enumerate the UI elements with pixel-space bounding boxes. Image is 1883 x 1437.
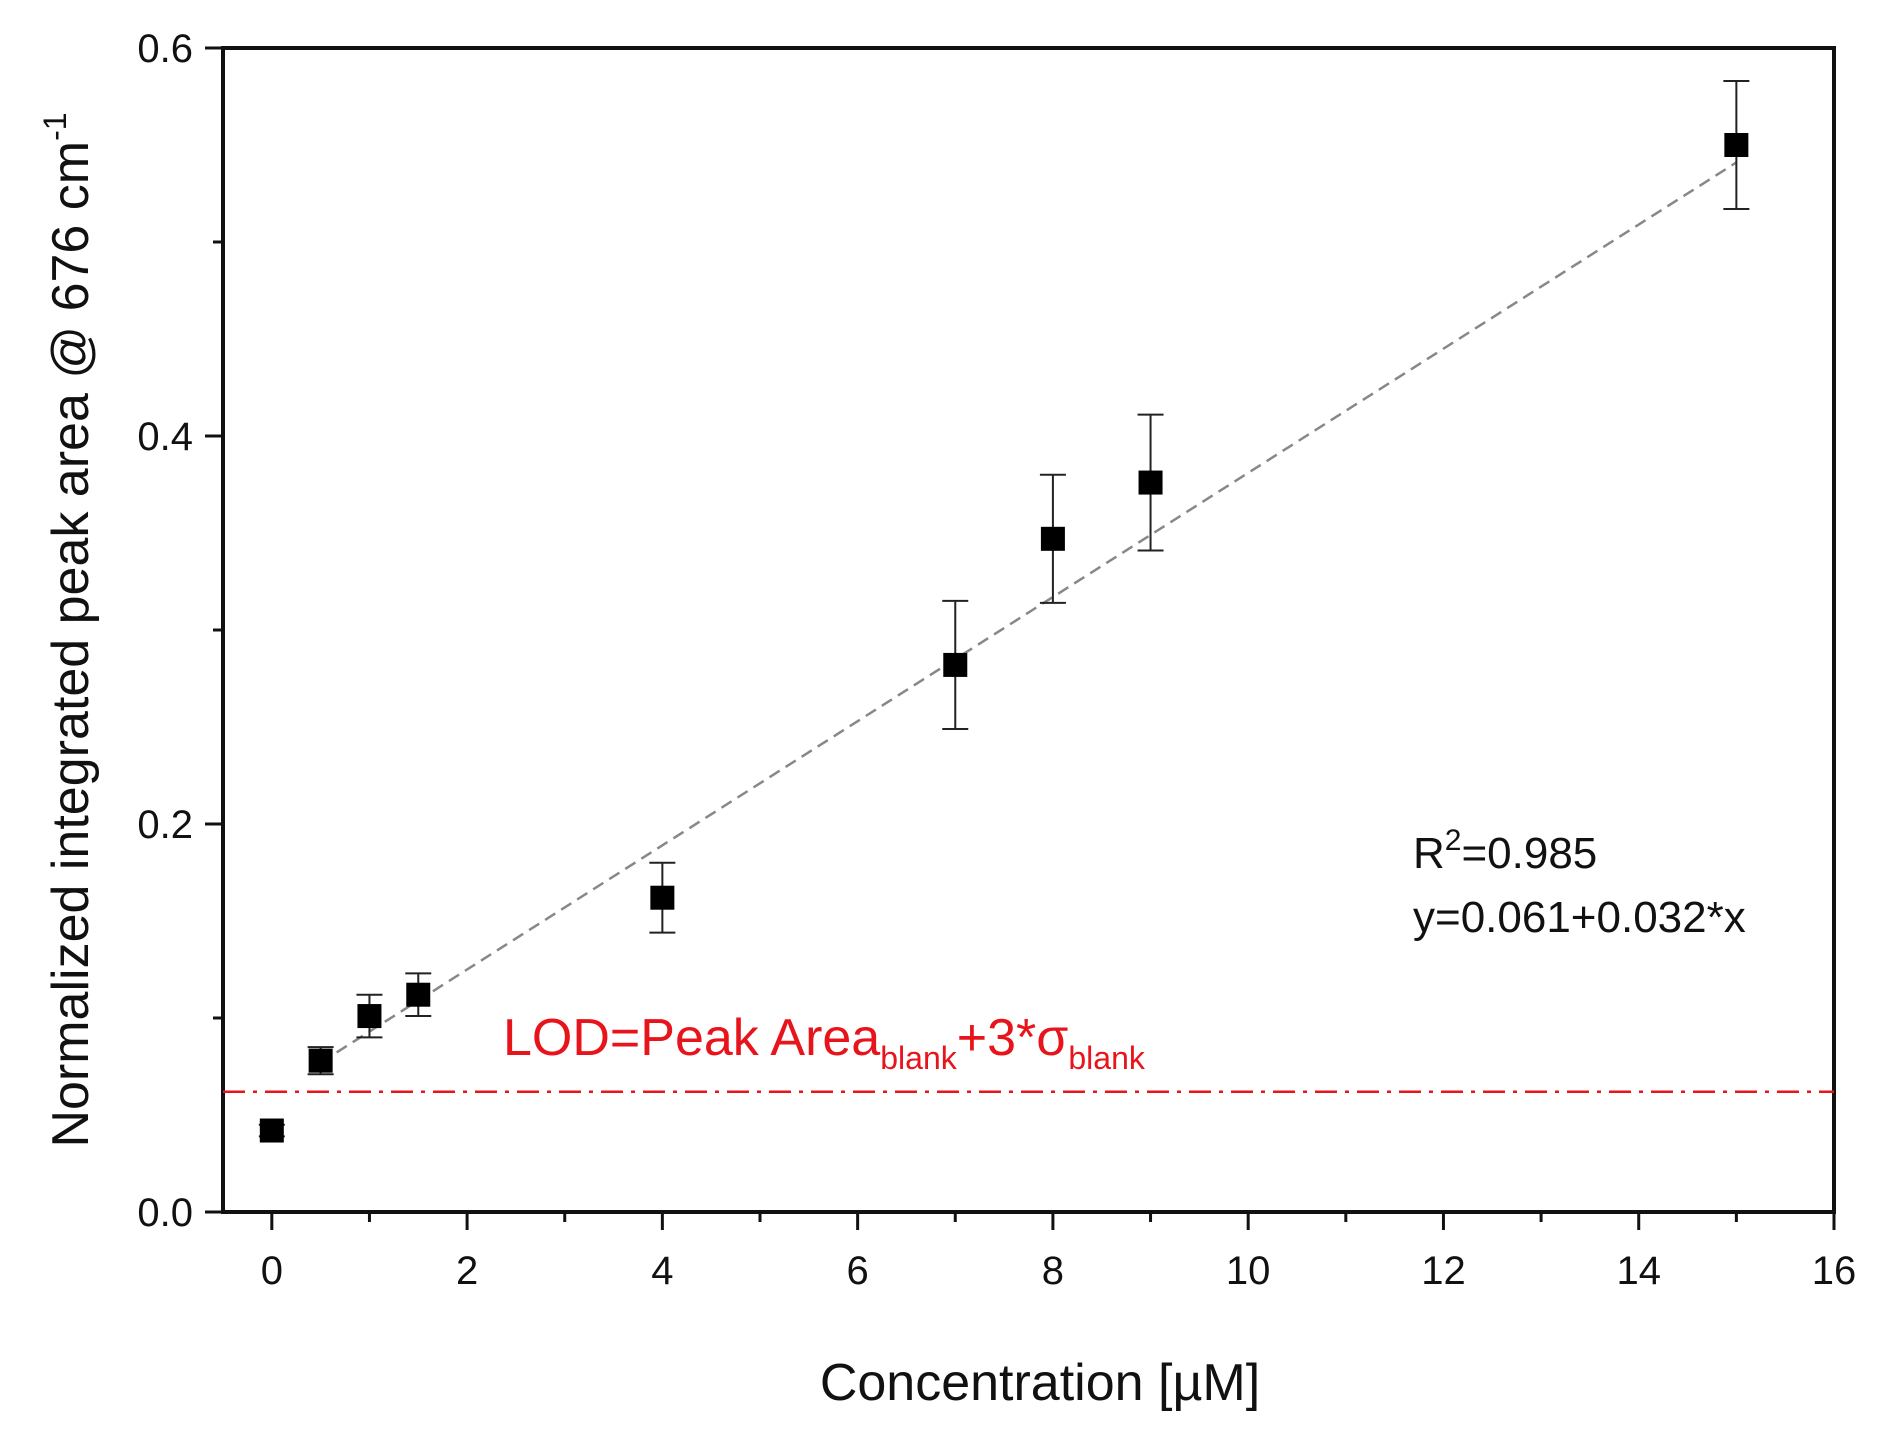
data-point	[649, 861, 676, 934]
data-marker	[1138, 470, 1163, 495]
r-squared-value: =0.985	[1461, 829, 1597, 878]
x-tick-label: 4	[651, 1249, 673, 1293]
y-tick-label: 0.2	[137, 803, 193, 847]
data-marker	[1040, 526, 1065, 551]
y-axis-ticks: 0.0 0.2 0.4 0.6	[137, 27, 223, 1235]
data-marker	[357, 1004, 382, 1029]
x-tick-label: 2	[456, 1249, 478, 1293]
x-tick-label: 12	[1421, 1249, 1466, 1293]
fit-equation-annotation: y=0.061+0.032*x	[1413, 893, 1746, 942]
x-tick-label: 14	[1616, 1249, 1661, 1293]
y-axis-title: Normalized integrated peak area @ 676 cm…	[37, 112, 100, 1147]
r-squared-prefix: R	[1413, 829, 1445, 878]
x-tick-label: 0	[261, 1249, 283, 1293]
data-marker	[1724, 133, 1749, 157]
data-marker	[943, 652, 968, 677]
data-point	[405, 972, 432, 1018]
data-point	[307, 1046, 334, 1076]
data-point	[1039, 473, 1066, 604]
lod-label: LOD=Peak Areablank+3*σblank	[503, 1009, 1146, 1076]
x-tick-label: 8	[1042, 1249, 1064, 1293]
data-marker	[308, 1048, 333, 1073]
r-squared-annotation: R2=0.985	[1413, 824, 1597, 878]
x-tick-label: 6	[847, 1249, 869, 1293]
y-tick-label: 0.6	[137, 27, 193, 71]
x-tick-label: 16	[1812, 1249, 1857, 1293]
r-squared-superscript: 2	[1445, 824, 1462, 857]
data-marker	[406, 982, 431, 1007]
y-tick-label: 0.4	[137, 415, 193, 459]
fit-line	[319, 161, 1738, 1064]
x-axis-title: Concentration [µM]	[820, 1354, 1260, 1412]
data-marker	[259, 1118, 284, 1143]
data-point	[1723, 79, 1750, 211]
data-marker	[650, 885, 675, 910]
lod-label-main: LOD=Peak Area	[503, 1009, 880, 1067]
x-tick-label: 10	[1226, 1249, 1271, 1293]
y-tick-label: 0.0	[137, 1191, 193, 1235]
data-point	[942, 599, 969, 730]
data-point	[258, 1118, 285, 1143]
y-axis-title-superscript: -1	[37, 112, 73, 140]
x-axis-ticks: 0 2 4 6 8 10 12 14 16	[261, 1212, 1857, 1293]
data-point	[1137, 413, 1164, 552]
lod-label-subscript-1: blank	[880, 1040, 958, 1076]
fit-group	[319, 161, 1738, 1064]
lod-label-subscript-2: blank	[1068, 1040, 1146, 1076]
y-axis-title-main: Normalized integrated peak area @ 676 cm	[42, 141, 100, 1148]
data-points	[258, 79, 1750, 1143]
data-point	[356, 993, 383, 1039]
lod-label-mid: +3*σ	[957, 1009, 1069, 1067]
